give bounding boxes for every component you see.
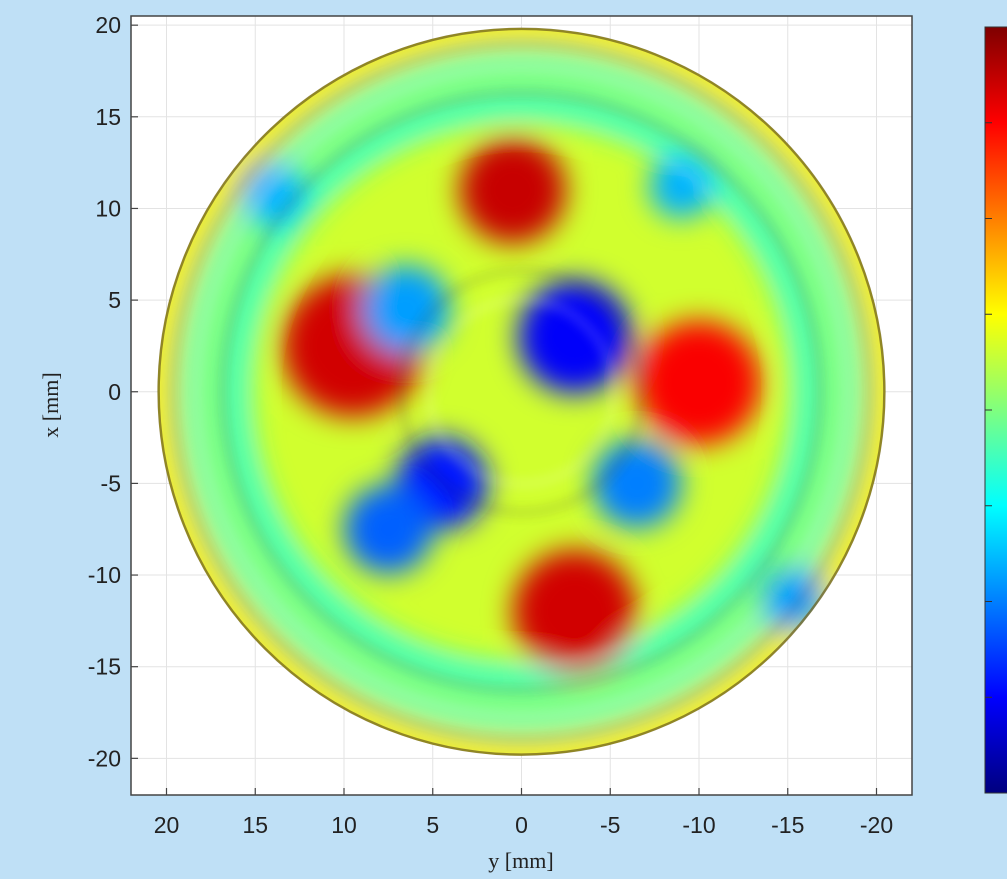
y-tick-label: -15 (88, 654, 121, 680)
surface-ring (221, 92, 822, 692)
region-red-arc-bottom (512, 549, 637, 674)
region-notch-upper-left (241, 161, 305, 226)
surface-ring (427, 297, 616, 486)
x-tick-label: 20 (154, 812, 180, 838)
y-axis-ticks: 20 15 10 5 0 -5 -10 -15 -20 (88, 12, 138, 771)
region-blue-pad-lower-right (592, 439, 682, 528)
x-tick-label: -10 (682, 812, 715, 838)
disk-edge (157, 27, 886, 756)
y-tick-label: -5 (101, 470, 121, 496)
y-tick-label: 20 (95, 12, 121, 38)
x-tick-label: 5 (426, 812, 439, 838)
surface-ring (172, 42, 871, 742)
region-red-arc-right (636, 320, 762, 445)
region-red-arc-top (459, 136, 566, 244)
disk-group (157, 27, 886, 756)
y-axis-label: x [mm] (38, 372, 63, 437)
region-cyan-ring (219, 90, 824, 694)
region-outer-rim (157, 27, 886, 756)
y-tick-label: -20 (88, 745, 121, 771)
x-tick-label: 15 (242, 812, 268, 838)
x-tick-label: 0 (515, 812, 528, 838)
x-axis-ticks: 20 15 10 5 0 -5 -10 -15 -20 (154, 788, 893, 838)
region-notch-upper-right (649, 154, 714, 219)
y-tick-label: 5 (108, 287, 121, 313)
x-tick-label: -20 (860, 812, 893, 838)
heatmap-surface (157, 27, 886, 756)
y-tick-label: 10 (95, 195, 121, 221)
y-tick-label: 0 (108, 379, 121, 405)
surface-ring (246, 116, 797, 667)
surface-ring (196, 67, 847, 717)
y-tick-label: 15 (95, 104, 121, 130)
region-blue-pad-upper-left (361, 264, 451, 354)
region-outer-groove (177, 47, 866, 737)
surface-ring (399, 269, 644, 514)
disk-base (157, 27, 886, 756)
x-axis-label: y [mm] (488, 848, 553, 873)
colorbar-ticks (985, 122, 992, 698)
region-center-blue (517, 279, 632, 394)
region-blue-pad-lower-left-2 (344, 484, 433, 574)
x-tick-label: -15 (771, 812, 804, 838)
y-tick-label: -10 (88, 562, 121, 588)
x-tick-label: -5 (600, 812, 620, 838)
x-tick-label: 10 (331, 812, 357, 838)
